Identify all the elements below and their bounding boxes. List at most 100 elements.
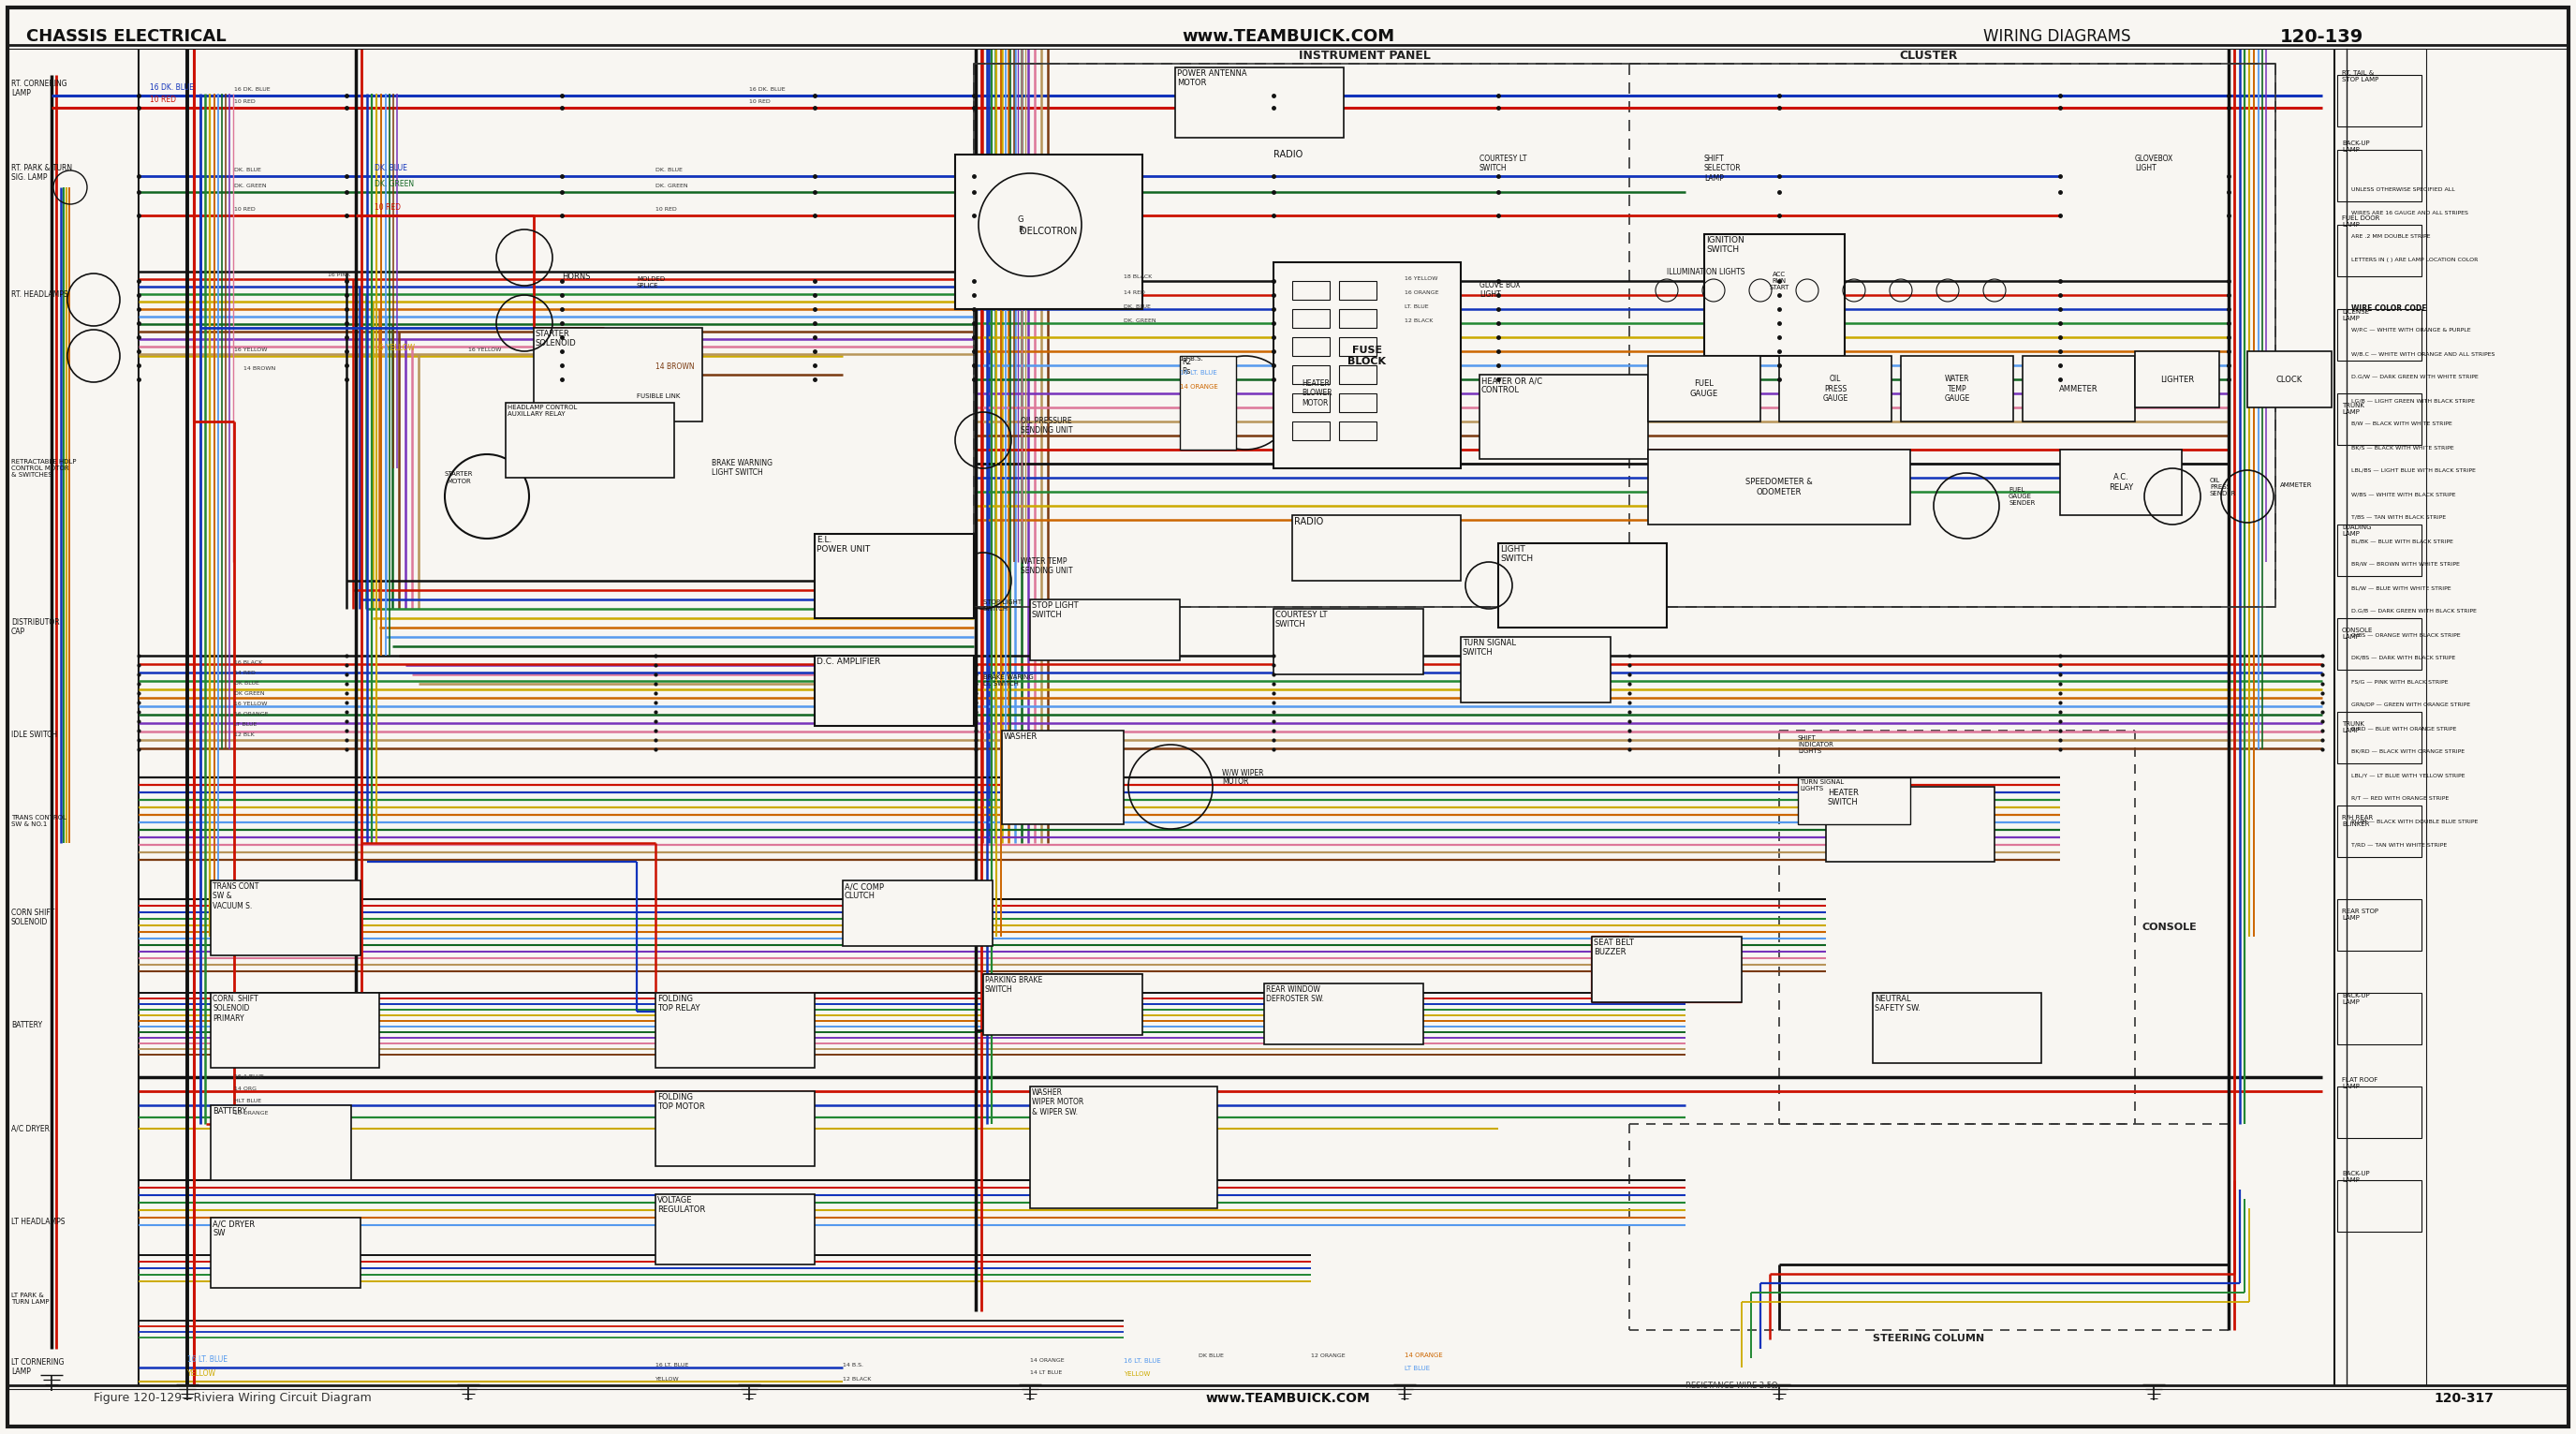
Text: LBL/Y — LT BLUE WITH YELLOW STRIPE: LBL/Y — LT BLUE WITH YELLOW STRIPE [2352,773,2465,777]
Text: REAR STOP
LAMP: REAR STOP LAMP [2342,909,2378,921]
Text: 14 LT BLUE: 14 LT BLUE [1030,1371,1061,1375]
Text: LICENSE
LAMP: LICENSE LAMP [2342,310,2370,321]
Bar [2336,1180,2421,1232]
Bar [211,880,361,955]
Text: 120-317: 120-317 [2434,1392,2494,1405]
Text: WIRE COLOR CODE: WIRE COLOR CODE [2352,304,2427,313]
Text: MOLDED
SPLICE: MOLDED SPLICE [636,277,665,288]
Bar [1873,992,2040,1063]
Text: BATTERY: BATTERY [10,1021,41,1030]
Text: LT. BLUE: LT. BLUE [1404,304,1430,310]
Text: D.C. AMPLIFIER: D.C. AMPLIFIER [817,658,881,665]
Text: O/BS — ORANGE WITH BLACK STRIPE: O/BS — ORANGE WITH BLACK STRIPE [2352,632,2460,637]
Text: LT HEADLAMPS: LT HEADLAMPS [10,1217,64,1226]
Text: NEUTRAL
SAFETY SW.: NEUTRAL SAFETY SW. [1875,995,1922,1012]
Text: FOLDING
TOP MOTOR: FOLDING TOP MOTOR [657,1093,706,1111]
Bar [2336,393,2421,445]
Bar [1180,356,1236,450]
Bar [2336,151,2421,201]
Text: 10 RED: 10 RED [750,99,770,105]
Text: 14 ORANGE: 14 ORANGE [1404,1352,1443,1358]
Bar [211,992,379,1068]
Text: G
R: G R [1018,215,1023,234]
Text: BL/BK — BLUE WITH BLACK STRIPE: BL/BK — BLUE WITH BLACK STRIPE [2352,539,2452,543]
Text: FUSIBLE LINK: FUSIBLE LINK [636,393,680,399]
Text: DK. BLUE: DK. BLUE [1123,304,1151,310]
Text: WASHER: WASHER [1005,733,1038,741]
Text: COURTESY LT
SWITCH: COURTESY LT SWITCH [1275,611,1327,630]
Bar [814,655,974,726]
Text: R/H REAR
BLINKER: R/H REAR BLINKER [2342,815,2372,827]
Text: LETTERS IN ( ) ARE LAMP LOCATION COLOR: LETTERS IN ( ) ARE LAMP LOCATION COLOR [2352,258,2478,262]
Text: 120-139: 120-139 [2280,29,2362,46]
Text: 16 LT. BLUE: 16 LT. BLUE [1180,370,1216,376]
Bar [1340,393,1376,412]
Bar [533,328,703,422]
Text: YELLOW: YELLOW [1123,1371,1151,1377]
Bar [1293,422,1329,440]
Text: BACK-UP
LAMP: BACK-UP LAMP [2342,1170,2370,1183]
Text: D.G/W — DARK GREEN WITH WHITE STRIPE: D.G/W — DARK GREEN WITH WHITE STRIPE [2352,374,2478,380]
Text: HEADLAMP CONTROL
AUXILLARY RELAY: HEADLAMP CONTROL AUXILLARY RELAY [507,404,577,417]
Text: RADIO: RADIO [1273,151,1303,159]
Bar [1826,787,1994,862]
Text: SPEEDOMETER &
ODOMETER: SPEEDOMETER & ODOMETER [1747,478,1814,496]
Text: 16 A-BLUE: 16 A-BLUE [234,1074,263,1078]
Text: IDLE SWITCH: IDLE SWITCH [10,730,57,739]
Text: T/RD — TAN WITH WHITE STRIPE: T/RD — TAN WITH WHITE STRIPE [2352,843,2447,847]
Bar [2336,310,2421,360]
Text: A/C DRYER: A/C DRYER [10,1124,49,1133]
Text: REAR WINDOW
DEFROSTER SW.: REAR WINDOW DEFROSTER SW. [1265,985,1324,1004]
Text: LIGHTER: LIGHTER [2161,376,2195,383]
Bar [505,403,675,478]
Text: CORN. SHIFT
SOLENOID
PRIMARY: CORN. SHIFT SOLENOID PRIMARY [214,995,258,1022]
Bar [974,63,2275,607]
Text: 14 ORG: 14 ORG [234,1087,258,1091]
Text: PARKING BRAKE
SWITCH: PARKING BRAKE SWITCH [984,977,1043,994]
Text: W/B.C — WHITE WITH ORANGE AND ALL STRIPES: W/B.C — WHITE WITH ORANGE AND ALL STRIPE… [2352,351,2496,356]
Bar [1293,515,1461,581]
Text: 14 B.S.: 14 B.S. [842,1362,863,1368]
Text: GLOVEBOX
LIGHT: GLOVEBOX LIGHT [2136,155,2174,172]
Bar [1273,262,1461,469]
Text: CHASSIS ELECTRICAL: CHASSIS ELECTRICAL [26,29,227,44]
Bar [2336,75,2421,126]
Bar [1175,67,1345,138]
Text: YELLOW: YELLOW [188,1369,216,1378]
Text: 16 YELLOW: 16 YELLOW [234,347,268,353]
Text: R2
Rs: R2 Rs [1182,358,1190,376]
Text: 16 LT. BLUE: 16 LT. BLUE [188,1355,227,1364]
Text: SHIFT
SELECTOR
LAMP: SHIFT SELECTOR LAMP [1705,155,1741,182]
Bar [1293,337,1329,356]
Text: 16 YELLOW: 16 YELLOW [1404,277,1437,281]
Text: LOADING
LAMP: LOADING LAMP [2342,525,2372,536]
Text: 16 DK. BLUE: 16 DK. BLUE [149,83,193,92]
Text: Figure 120-129—Riviera Wiring Circuit Diagram: Figure 120-129—Riviera Wiring Circuit Di… [93,1392,371,1404]
Text: RADIO: RADIO [1293,518,1324,526]
Bar [1901,356,2014,422]
Text: 16 LT. BLUE: 16 LT. BLUE [1123,1358,1162,1364]
Bar [984,974,1141,1035]
Text: BR/W — BROWN WITH WHITE STRIPE: BR/W — BROWN WITH WHITE STRIPE [2352,562,2460,566]
Text: DK. BLUE: DK. BLUE [234,168,260,172]
Text: HEATER
BLOWER
MOTOR: HEATER BLOWER MOTOR [1301,380,1332,407]
Text: DK/BS — DARK WITH BLACK STRIPE: DK/BS — DARK WITH BLACK STRIPE [2352,655,2455,660]
Text: 12 B.S.: 12 B.S. [1180,356,1203,361]
Text: HLT BLUE: HLT BLUE [234,1098,260,1103]
Text: TRUNK
LAMP: TRUNK LAMP [2342,721,2365,733]
Text: R/T — RED WITH ORANGE STRIPE: R/T — RED WITH ORANGE STRIPE [2352,796,2450,800]
Text: BACK-UP
LAMP: BACK-UP LAMP [2342,141,2370,152]
Text: W/BS — WHITE WITH BLACK STRIPE: W/BS — WHITE WITH BLACK STRIPE [2352,492,2455,496]
Text: 10 RED: 10 RED [374,204,402,212]
Bar [1030,1087,1218,1209]
Text: DK. GREEN: DK. GREEN [1123,318,1157,323]
Text: ILLUMINATION LIGHTS: ILLUMINATION LIGHTS [1667,268,1744,277]
Bar [1340,366,1376,384]
Text: RT. PARK & TURN
SIG. LAMP: RT. PARK & TURN SIG. LAMP [10,163,72,182]
Text: 16 ORANGE: 16 ORANGE [1404,290,1440,295]
Text: FUEL
GAUGE: FUEL GAUGE [1690,380,1718,397]
Bar [1340,281,1376,300]
Bar [2336,899,2421,951]
Text: 14 RED: 14 RED [1123,290,1146,295]
Text: LT BLUE: LT BLUE [234,723,258,727]
